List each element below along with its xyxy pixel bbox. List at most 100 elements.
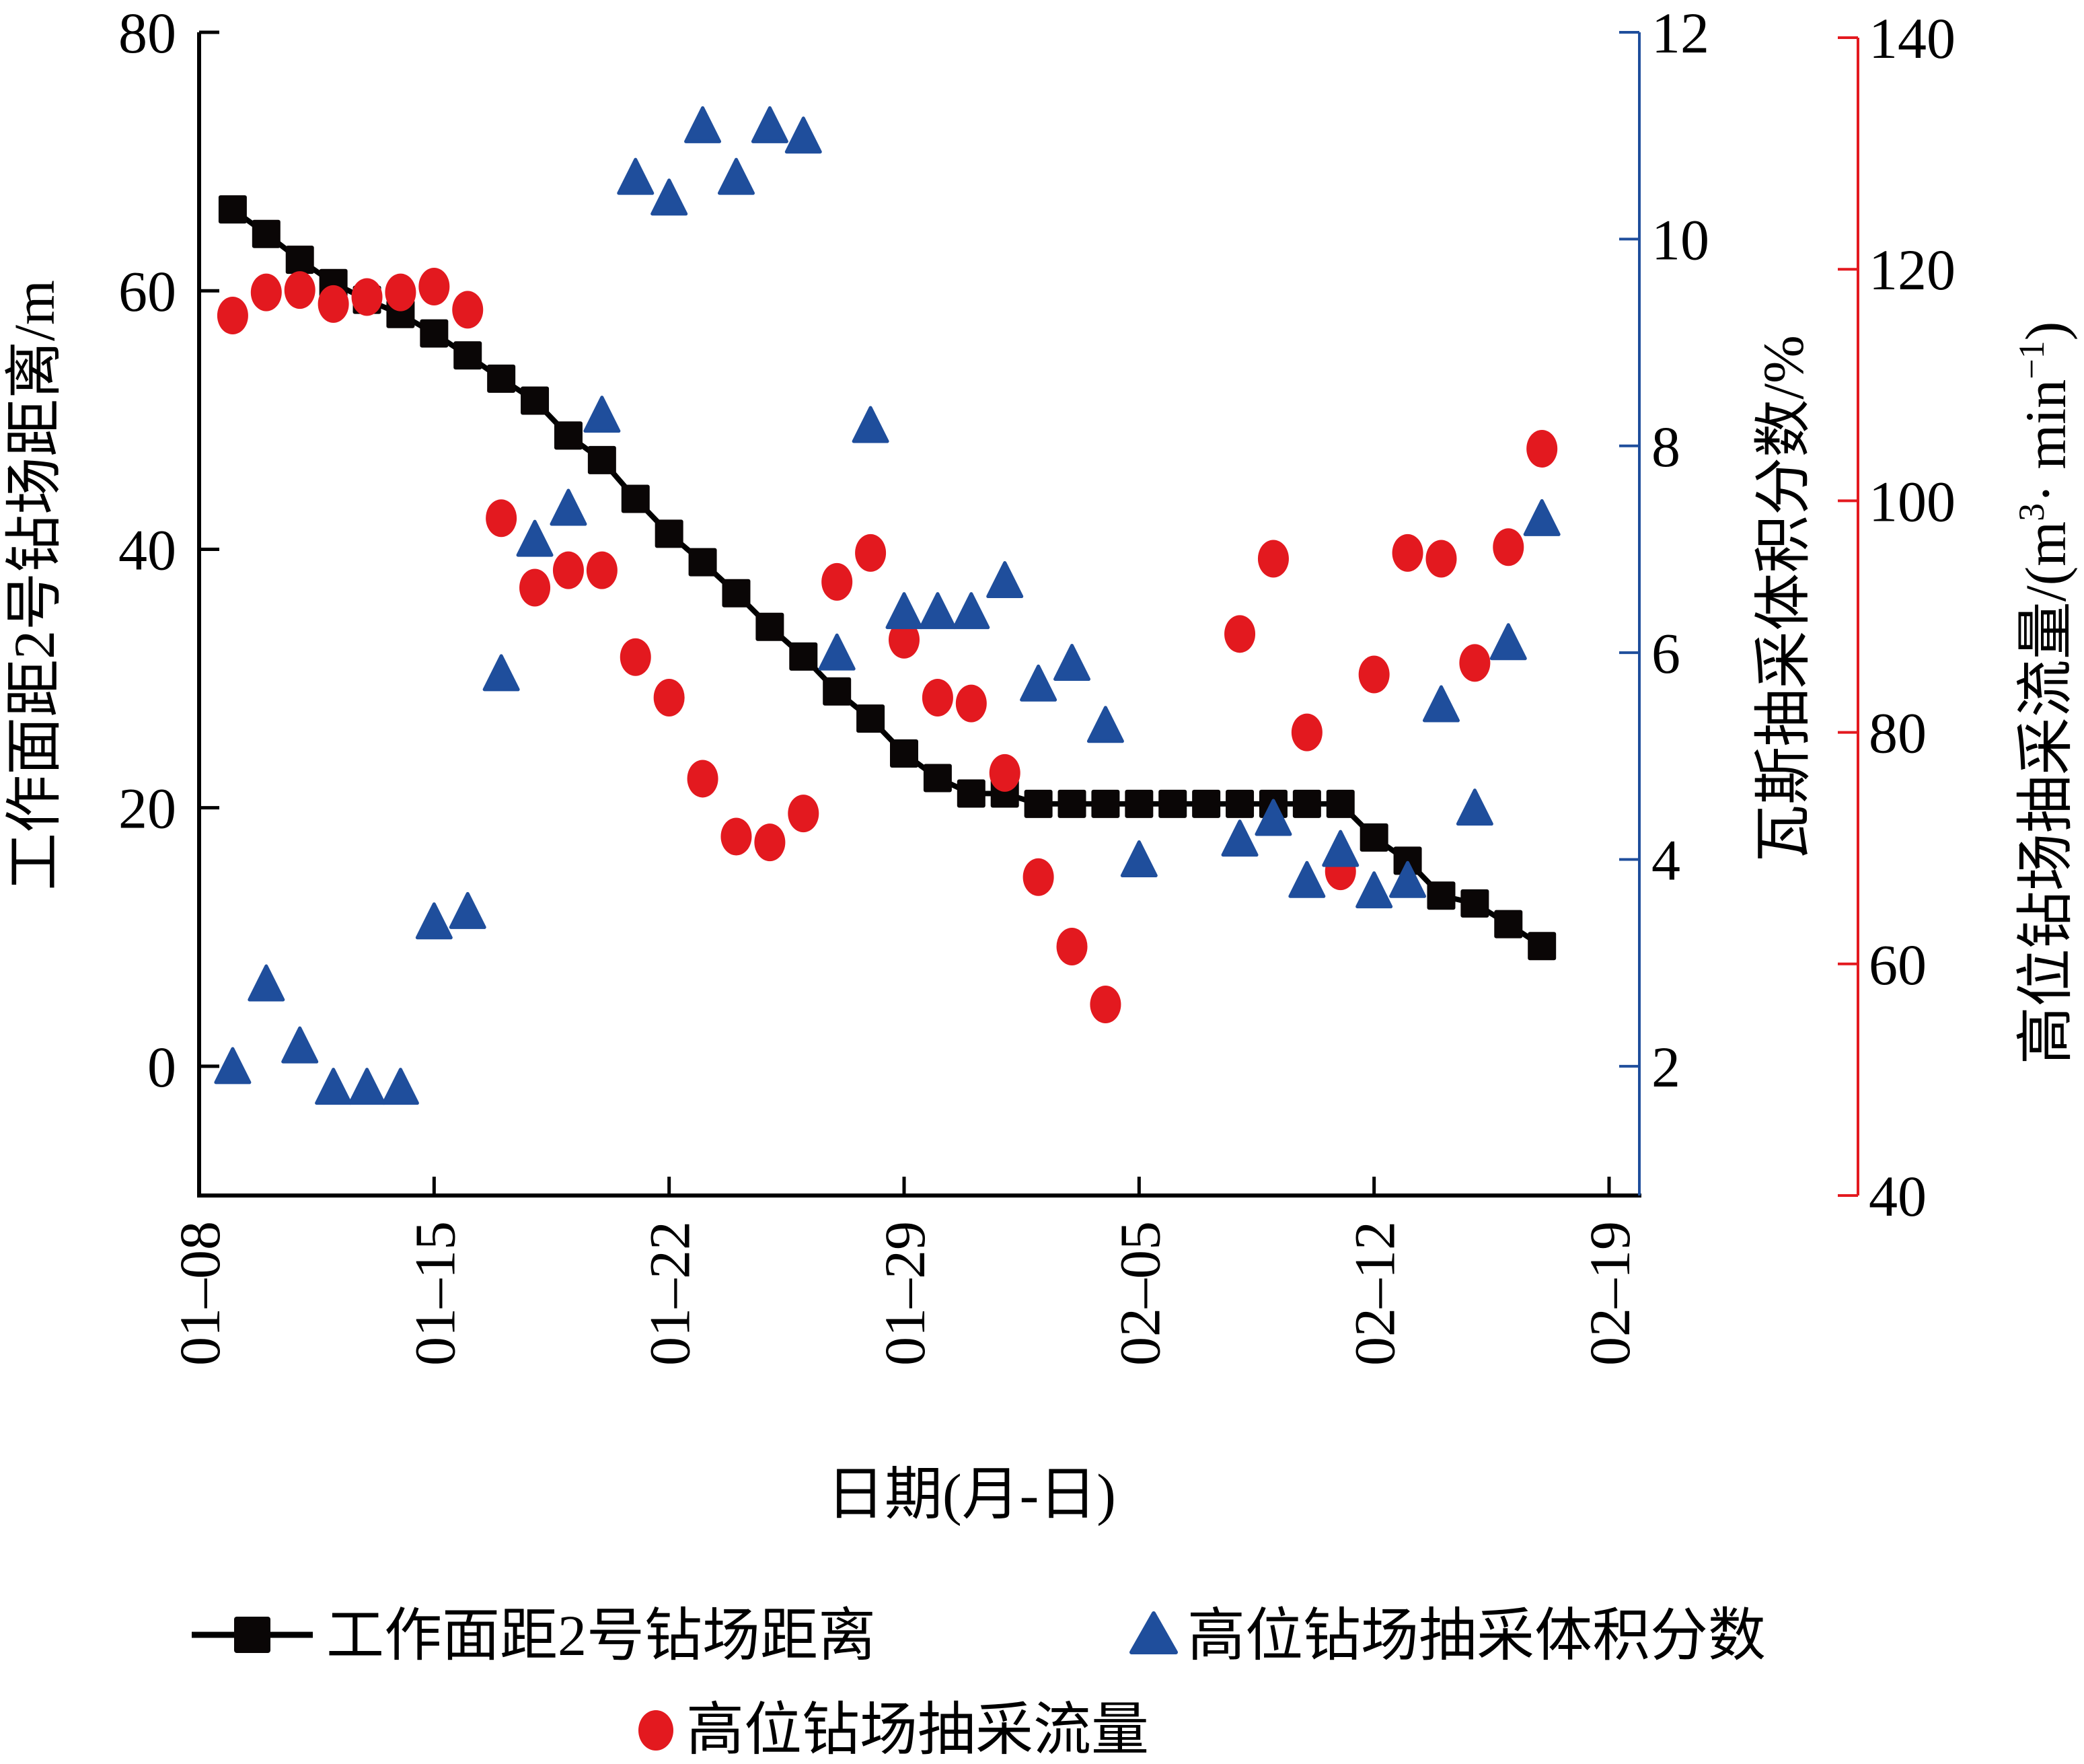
distance-point — [856, 704, 885, 733]
flow-point — [217, 297, 248, 335]
series-flow — [217, 268, 1558, 1024]
x-tick-label: 01–22 — [638, 1221, 702, 1366]
concentration-point — [852, 406, 889, 443]
flow-point — [486, 499, 517, 538]
distance-point — [587, 445, 616, 474]
x-axis-ticks: 01–08 01–15 01–22 01–29 02–05 02–12 02–19 — [168, 1177, 1642, 1366]
right-1-tick-label: 12 — [1651, 1, 1709, 65]
flow-point — [754, 823, 786, 862]
right-axis-1-ticks: 2 4 6 8 10 12 — [1619, 1, 1709, 1099]
concentration-point — [751, 106, 788, 143]
concentration-point — [717, 157, 755, 195]
legend-label-distance: 工作面距2号钻场距离 — [326, 1603, 876, 1668]
concentration-point — [650, 178, 688, 216]
left-axis-title: 工作面距2号钻场距离/m — [2, 280, 67, 891]
concentration-point — [1020, 664, 1057, 702]
series-concentration — [214, 106, 1561, 1105]
distance-point — [789, 642, 818, 671]
right-2-tick-label: 40 — [1869, 1164, 1927, 1228]
right-1-tick-label: 2 — [1651, 1035, 1680, 1099]
concentration-point — [1322, 830, 1360, 867]
left-axis-ticks: 0 20 40 60 80 — [118, 1, 219, 1099]
distance-point — [823, 677, 852, 706]
right-2-tick-label: 100 — [1869, 469, 1956, 534]
flow-point — [284, 271, 315, 309]
distance-point — [957, 779, 985, 808]
distance-point — [1528, 932, 1557, 961]
distance-point — [1494, 910, 1523, 939]
distance-point — [420, 319, 449, 348]
x-tick-label: 01–29 — [872, 1221, 937, 1366]
distance-point — [722, 579, 751, 608]
distance-point — [1326, 789, 1355, 818]
x-tick-label: 02–19 — [1577, 1221, 1642, 1366]
flow-point — [955, 684, 987, 723]
concentration-point — [281, 1026, 319, 1064]
right-1-tick-label: 6 — [1651, 621, 1680, 686]
x-tick-label: 01–15 — [402, 1221, 467, 1366]
right-axis-1-title: 瓦斯抽采体积分数/% — [1751, 335, 1816, 862]
concentration-point — [1053, 644, 1091, 681]
legend-triangle-icon — [1129, 1611, 1178, 1654]
right-2-tick-label: 140 — [1869, 6, 1956, 71]
concentration-point — [919, 592, 957, 630]
left-tick-label: 40 — [118, 517, 176, 582]
distance-point — [1292, 789, 1321, 818]
distance-point — [923, 764, 952, 793]
x-tick-label: 02–12 — [1343, 1221, 1407, 1366]
distance-point — [1024, 789, 1053, 818]
right-2-tick-label: 60 — [1869, 932, 1927, 997]
flow-point — [250, 273, 282, 311]
distance-point — [755, 612, 784, 641]
concentration-point — [348, 1068, 386, 1105]
concentration-point — [381, 1068, 419, 1105]
legend-circle-icon — [638, 1710, 673, 1751]
right-axis-2-title-end: ) — [2013, 322, 2078, 341]
flow-point — [586, 551, 618, 589]
flow-point — [1392, 534, 1423, 572]
right-axis-2-title-mid: · min — [2013, 379, 2078, 503]
right-1-tick-label: 10 — [1651, 207, 1709, 272]
right-axis-2-title-sup2: −1 — [2011, 340, 2052, 379]
concentration-point — [1120, 840, 1158, 878]
distance-point — [1091, 789, 1120, 818]
flow-point — [653, 678, 685, 716]
concentration-point — [953, 592, 990, 630]
concentration-point — [885, 592, 923, 630]
flow-point — [620, 638, 651, 676]
concentration-point — [315, 1068, 352, 1105]
distance-point — [554, 421, 583, 450]
flow-point — [889, 620, 920, 659]
concentration-point — [1086, 706, 1124, 743]
distance-point — [688, 548, 717, 577]
distance-point — [1057, 789, 1086, 818]
distance-point — [1125, 789, 1154, 818]
concentration-point — [482, 654, 520, 692]
concentration-point — [550, 488, 587, 526]
flow-point — [1291, 713, 1323, 751]
legend-item-distance: 工作面距2号钻场距离 — [192, 1603, 876, 1668]
distance-point — [1226, 789, 1255, 818]
flow-point — [418, 268, 450, 306]
concentration-point — [684, 106, 722, 143]
distance-point — [285, 246, 314, 274]
concentration-point — [583, 396, 621, 433]
distance-point — [890, 739, 918, 768]
legend-label-flow: 高位钻场抽采流量 — [686, 1697, 1149, 1762]
legend-label-concentration: 高位钻场抽采体积分数 — [1187, 1603, 1766, 1668]
flow-point — [821, 562, 853, 601]
concentration-point — [1456, 788, 1493, 826]
left-tick-label: 80 — [118, 1, 176, 65]
concentration-point — [1288, 860, 1326, 898]
flow-point — [552, 551, 584, 589]
flow-point — [855, 534, 887, 572]
flow-point — [1257, 540, 1289, 578]
concentration-point — [1523, 499, 1561, 536]
concentration-point — [1221, 819, 1259, 857]
concentration-point — [1389, 860, 1427, 898]
concentration-point — [818, 633, 856, 671]
concentration-point — [1422, 685, 1460, 723]
concentration-point — [248, 964, 285, 1002]
distance-point — [1393, 846, 1422, 875]
